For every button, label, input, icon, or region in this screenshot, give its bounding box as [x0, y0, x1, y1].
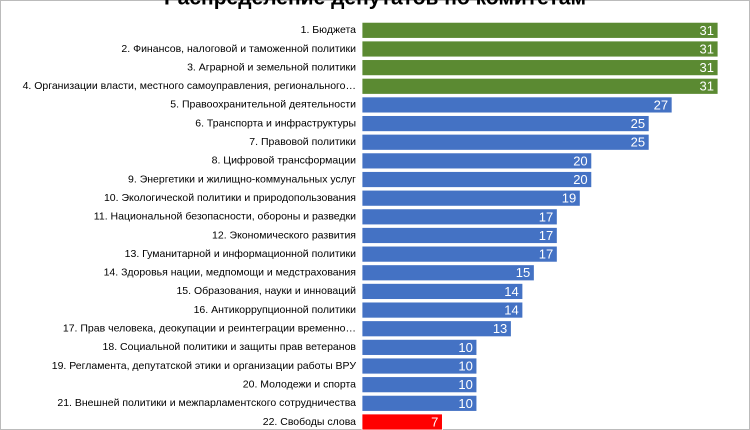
bar [361, 133, 650, 151]
value-label: 14 [504, 303, 518, 318]
bar [361, 245, 558, 263]
category-label: 2. Финансов, налоговой и таможенной поли… [121, 43, 356, 55]
value-label: 25 [631, 116, 645, 131]
bar [361, 227, 558, 244]
bar [361, 264, 535, 282]
bar [361, 338, 478, 356]
bar [361, 357, 478, 375]
category-label: 18. Социальной политики и защиты прав ве… [103, 341, 357, 353]
category-label: 5. Правоохранительной деятельности [170, 99, 356, 111]
category-label: 4. Организации власти, местного самоупра… [23, 80, 356, 92]
value-label: 27 [654, 97, 668, 112]
bar [361, 376, 478, 394]
category-label: 11. Национальной безопасности, обороны и… [94, 211, 356, 223]
bar [361, 208, 558, 226]
category-label: 16. Антикоррупционной политики [194, 304, 357, 316]
value-label: 10 [458, 377, 472, 392]
bar [361, 320, 512, 338]
category-label: 6. Транспорта и инфраструктуры [195, 117, 356, 129]
bar [361, 21, 719, 39]
bar [361, 301, 524, 319]
bar [361, 77, 719, 95]
bar [361, 283, 524, 300]
category-label: 22. Свободы слова [263, 416, 356, 428]
bar [361, 40, 719, 58]
value-label: 15 [516, 265, 530, 280]
value-label: 19 [562, 191, 576, 206]
category-label: 14. Здоровья нации, медпомощи и медстрах… [104, 267, 356, 279]
category-label: 10. Экологической политики и природополь… [104, 192, 356, 204]
category-label: 8. Цифровой трансформации [212, 155, 356, 167]
value-label: 20 [573, 153, 587, 168]
category-label: 9. Энергетики и жилищно-коммунальных усл… [128, 173, 356, 185]
value-label: 17 [539, 228, 553, 243]
bar [361, 189, 581, 207]
value-label: 20 [573, 172, 587, 187]
category-label: 7. Правовой политики [249, 136, 356, 148]
chart-title: Распределение депутатов по комитетам [164, 0, 586, 10]
category-label: 15. Образования, науки и инноваций [176, 285, 356, 297]
category-label: 13. Гуманитарной и информационной полити… [125, 248, 356, 260]
value-label: 10 [458, 358, 472, 373]
category-label: 21. Внешней политики и межпарламентского… [57, 397, 356, 409]
value-label: 31 [700, 41, 714, 56]
category-label: 20. Молодежи и спорта [243, 378, 356, 390]
category-label: 3. Аграрной и земельной политики [187, 61, 356, 73]
value-label: 14 [504, 284, 518, 299]
category-label: 12. Экономического развития [212, 229, 356, 241]
value-label: 31 [700, 23, 714, 38]
bar [361, 115, 650, 132]
bar [361, 171, 593, 188]
value-label: 10 [458, 340, 472, 355]
value-label: 13 [493, 321, 507, 336]
bar [361, 59, 719, 77]
bar [361, 96, 673, 114]
category-label: 19. Регламента, депутатской этики и орга… [52, 360, 357, 372]
value-label: 17 [539, 209, 553, 224]
category-label: 17. Прав человека, деокупации и реинтегр… [63, 323, 356, 335]
value-label: 25 [631, 135, 645, 150]
value-label: 7 [431, 414, 438, 429]
value-label: 17 [539, 247, 553, 262]
category-label: 1. Бюджета [301, 24, 357, 36]
value-label: 10 [458, 396, 472, 411]
value-label: 31 [700, 60, 714, 75]
value-label: 31 [700, 79, 714, 94]
bar [361, 394, 478, 412]
bar [361, 152, 593, 170]
